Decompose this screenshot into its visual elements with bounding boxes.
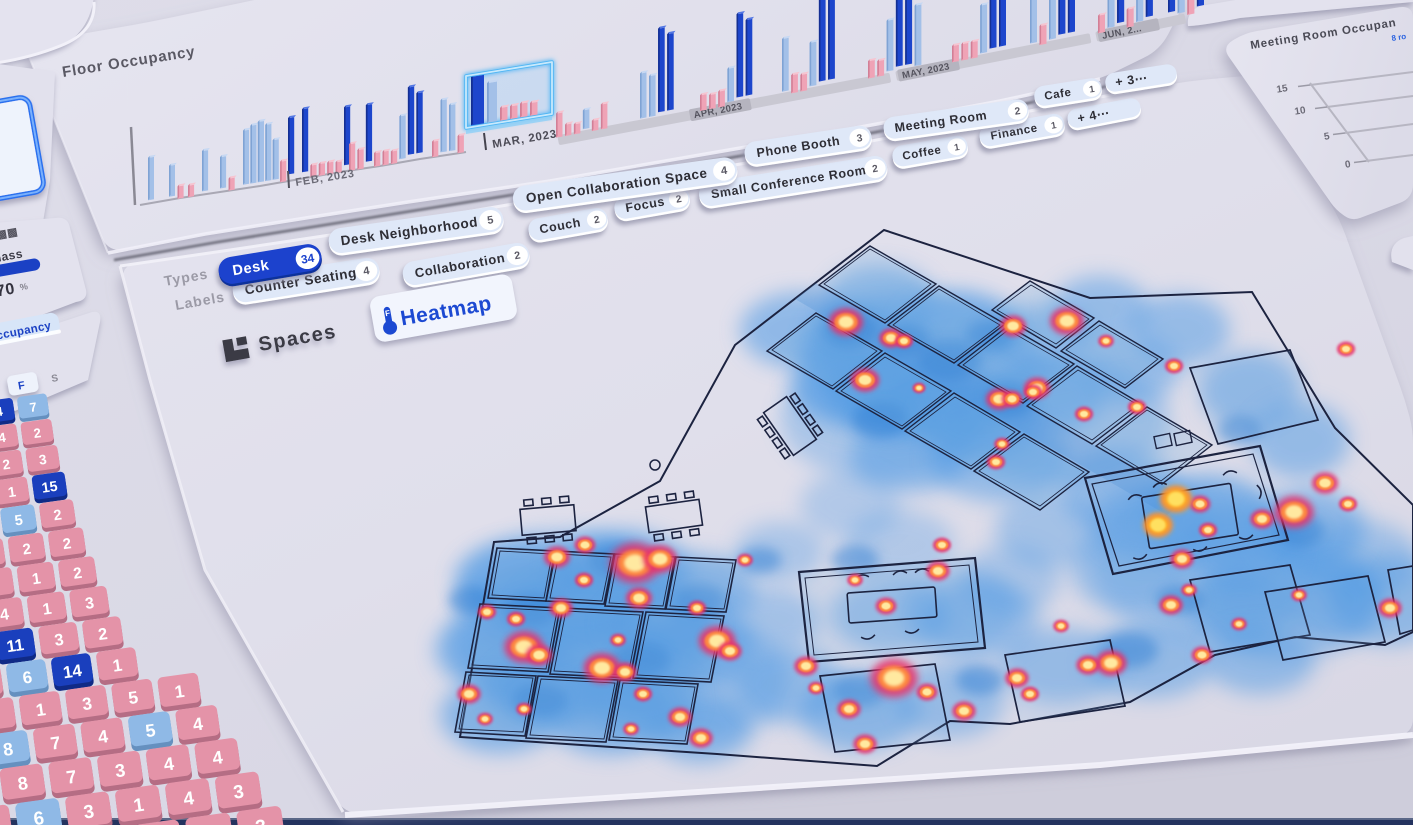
svg-text:Types: Types bbox=[163, 265, 210, 288]
svg-text:Desk: Desk bbox=[231, 257, 271, 279]
svg-text:1: 1 bbox=[7, 484, 17, 501]
svg-text:4: 4 bbox=[0, 430, 7, 446]
svg-text:3: 3 bbox=[856, 133, 864, 145]
svg-text:34: 34 bbox=[300, 251, 316, 267]
svg-text:1: 1 bbox=[953, 141, 960, 153]
svg-text:1: 1 bbox=[42, 601, 53, 619]
svg-text:4: 4 bbox=[211, 746, 225, 768]
svg-text:Focus: Focus bbox=[624, 194, 666, 215]
svg-text:F: F bbox=[384, 308, 390, 318]
svg-text:2: 2 bbox=[513, 250, 521, 263]
svg-text:5: 5 bbox=[14, 512, 24, 529]
svg-text:10: 10 bbox=[1294, 105, 1307, 118]
svg-text:11: 11 bbox=[5, 636, 25, 656]
svg-text:6: 6 bbox=[21, 668, 33, 688]
svg-text:3: 3 bbox=[38, 452, 48, 468]
svg-text:14: 14 bbox=[62, 661, 84, 683]
svg-text:1: 1 bbox=[35, 699, 48, 720]
svg-text:7: 7 bbox=[49, 732, 62, 753]
svg-text:5: 5 bbox=[144, 720, 157, 741]
svg-text:3: 3 bbox=[84, 595, 95, 613]
svg-text:%: % bbox=[19, 281, 29, 292]
svg-text:1: 1 bbox=[31, 570, 42, 588]
svg-text:2: 2 bbox=[593, 214, 601, 226]
svg-text:1: 1 bbox=[111, 656, 123, 676]
svg-text:4: 4 bbox=[0, 403, 5, 419]
svg-text:2: 2 bbox=[1014, 106, 1021, 118]
svg-text:4: 4 bbox=[0, 606, 10, 624]
svg-text:1: 1 bbox=[132, 794, 145, 816]
svg-text:▩▩: ▩▩ bbox=[0, 226, 19, 242]
svg-text:7: 7 bbox=[65, 766, 78, 788]
svg-text:3: 3 bbox=[53, 631, 65, 650]
svg-text:3: 3 bbox=[254, 816, 268, 825]
svg-text:15: 15 bbox=[41, 479, 59, 497]
svg-text:8: 8 bbox=[2, 739, 15, 760]
svg-text:4: 4 bbox=[362, 265, 371, 278]
svg-text:S: S bbox=[51, 373, 60, 385]
svg-text:5: 5 bbox=[487, 214, 495, 227]
svg-text:3: 3 bbox=[203, 823, 217, 825]
svg-text:5: 5 bbox=[1323, 131, 1331, 143]
svg-text:4: 4 bbox=[192, 714, 205, 735]
svg-text:Cafe: Cafe bbox=[1044, 87, 1073, 103]
svg-text:2: 2 bbox=[2, 457, 12, 473]
svg-text:2: 2 bbox=[62, 535, 73, 553]
svg-text:F: F bbox=[17, 380, 26, 393]
svg-text:3: 3 bbox=[232, 780, 245, 802]
svg-text:3: 3 bbox=[114, 759, 127, 781]
svg-text:2: 2 bbox=[33, 425, 42, 441]
svg-text:4: 4 bbox=[720, 165, 729, 178]
svg-text:2: 2 bbox=[72, 565, 83, 583]
svg-text:4: 4 bbox=[97, 726, 110, 747]
svg-text:1: 1 bbox=[173, 681, 186, 702]
svg-text:+ 3⋯: + 3⋯ bbox=[1114, 71, 1148, 90]
svg-text:1: 1 bbox=[1050, 119, 1057, 131]
svg-text:8: 8 bbox=[16, 772, 29, 794]
svg-text:6: 6 bbox=[32, 807, 45, 825]
svg-text:+ 4⋯: + 4⋯ bbox=[1076, 106, 1111, 126]
svg-text:5: 5 bbox=[127, 687, 140, 708]
svg-text:2: 2 bbox=[22, 541, 33, 559]
svg-text:mass: mass bbox=[0, 246, 24, 265]
svg-text:1: 1 bbox=[1088, 83, 1095, 95]
svg-text:2: 2 bbox=[53, 507, 63, 524]
svg-text:15: 15 bbox=[1276, 83, 1289, 96]
svg-text:7: 7 bbox=[29, 399, 38, 415]
svg-text:4: 4 bbox=[182, 787, 196, 809]
svg-text:3: 3 bbox=[82, 800, 95, 822]
svg-text:3: 3 bbox=[81, 693, 94, 714]
svg-text:4: 4 bbox=[162, 753, 176, 775]
svg-text:8 ro: 8 ro bbox=[1391, 32, 1407, 43]
svg-text:2: 2 bbox=[872, 164, 880, 176]
svg-text:2: 2 bbox=[675, 194, 683, 206]
svg-text:2: 2 bbox=[97, 625, 109, 644]
svg-text:70: 70 bbox=[0, 280, 16, 300]
svg-text:0: 0 bbox=[1344, 159, 1352, 171]
